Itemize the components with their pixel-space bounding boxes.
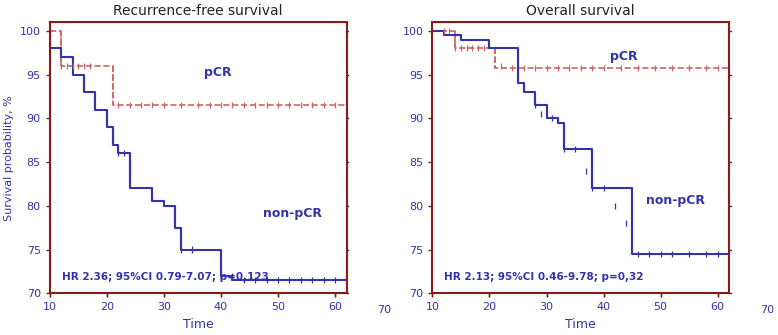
X-axis label: Time: Time bbox=[566, 318, 596, 331]
Text: non-pCR: non-pCR bbox=[646, 194, 705, 207]
Text: pCR: pCR bbox=[611, 50, 638, 63]
Text: 70: 70 bbox=[759, 305, 774, 315]
Y-axis label: Survival probability, %: Survival probability, % bbox=[4, 95, 14, 220]
Text: non-pCR: non-pCR bbox=[264, 207, 322, 220]
Text: HR 2.13; 95%CI 0.46-9.78; p=0,32: HR 2.13; 95%CI 0.46-9.78; p=0,32 bbox=[444, 272, 643, 282]
Title: Overall survival: Overall survival bbox=[527, 4, 635, 18]
Text: pCR: pCR bbox=[204, 66, 232, 79]
Title: Recurrence-free survival: Recurrence-free survival bbox=[114, 4, 283, 18]
Text: HR 2.36; 95%CI 0.79-7.07; p=0,123: HR 2.36; 95%CI 0.79-7.07; p=0,123 bbox=[61, 272, 268, 282]
X-axis label: Time: Time bbox=[183, 318, 213, 331]
Text: 70: 70 bbox=[377, 305, 391, 315]
